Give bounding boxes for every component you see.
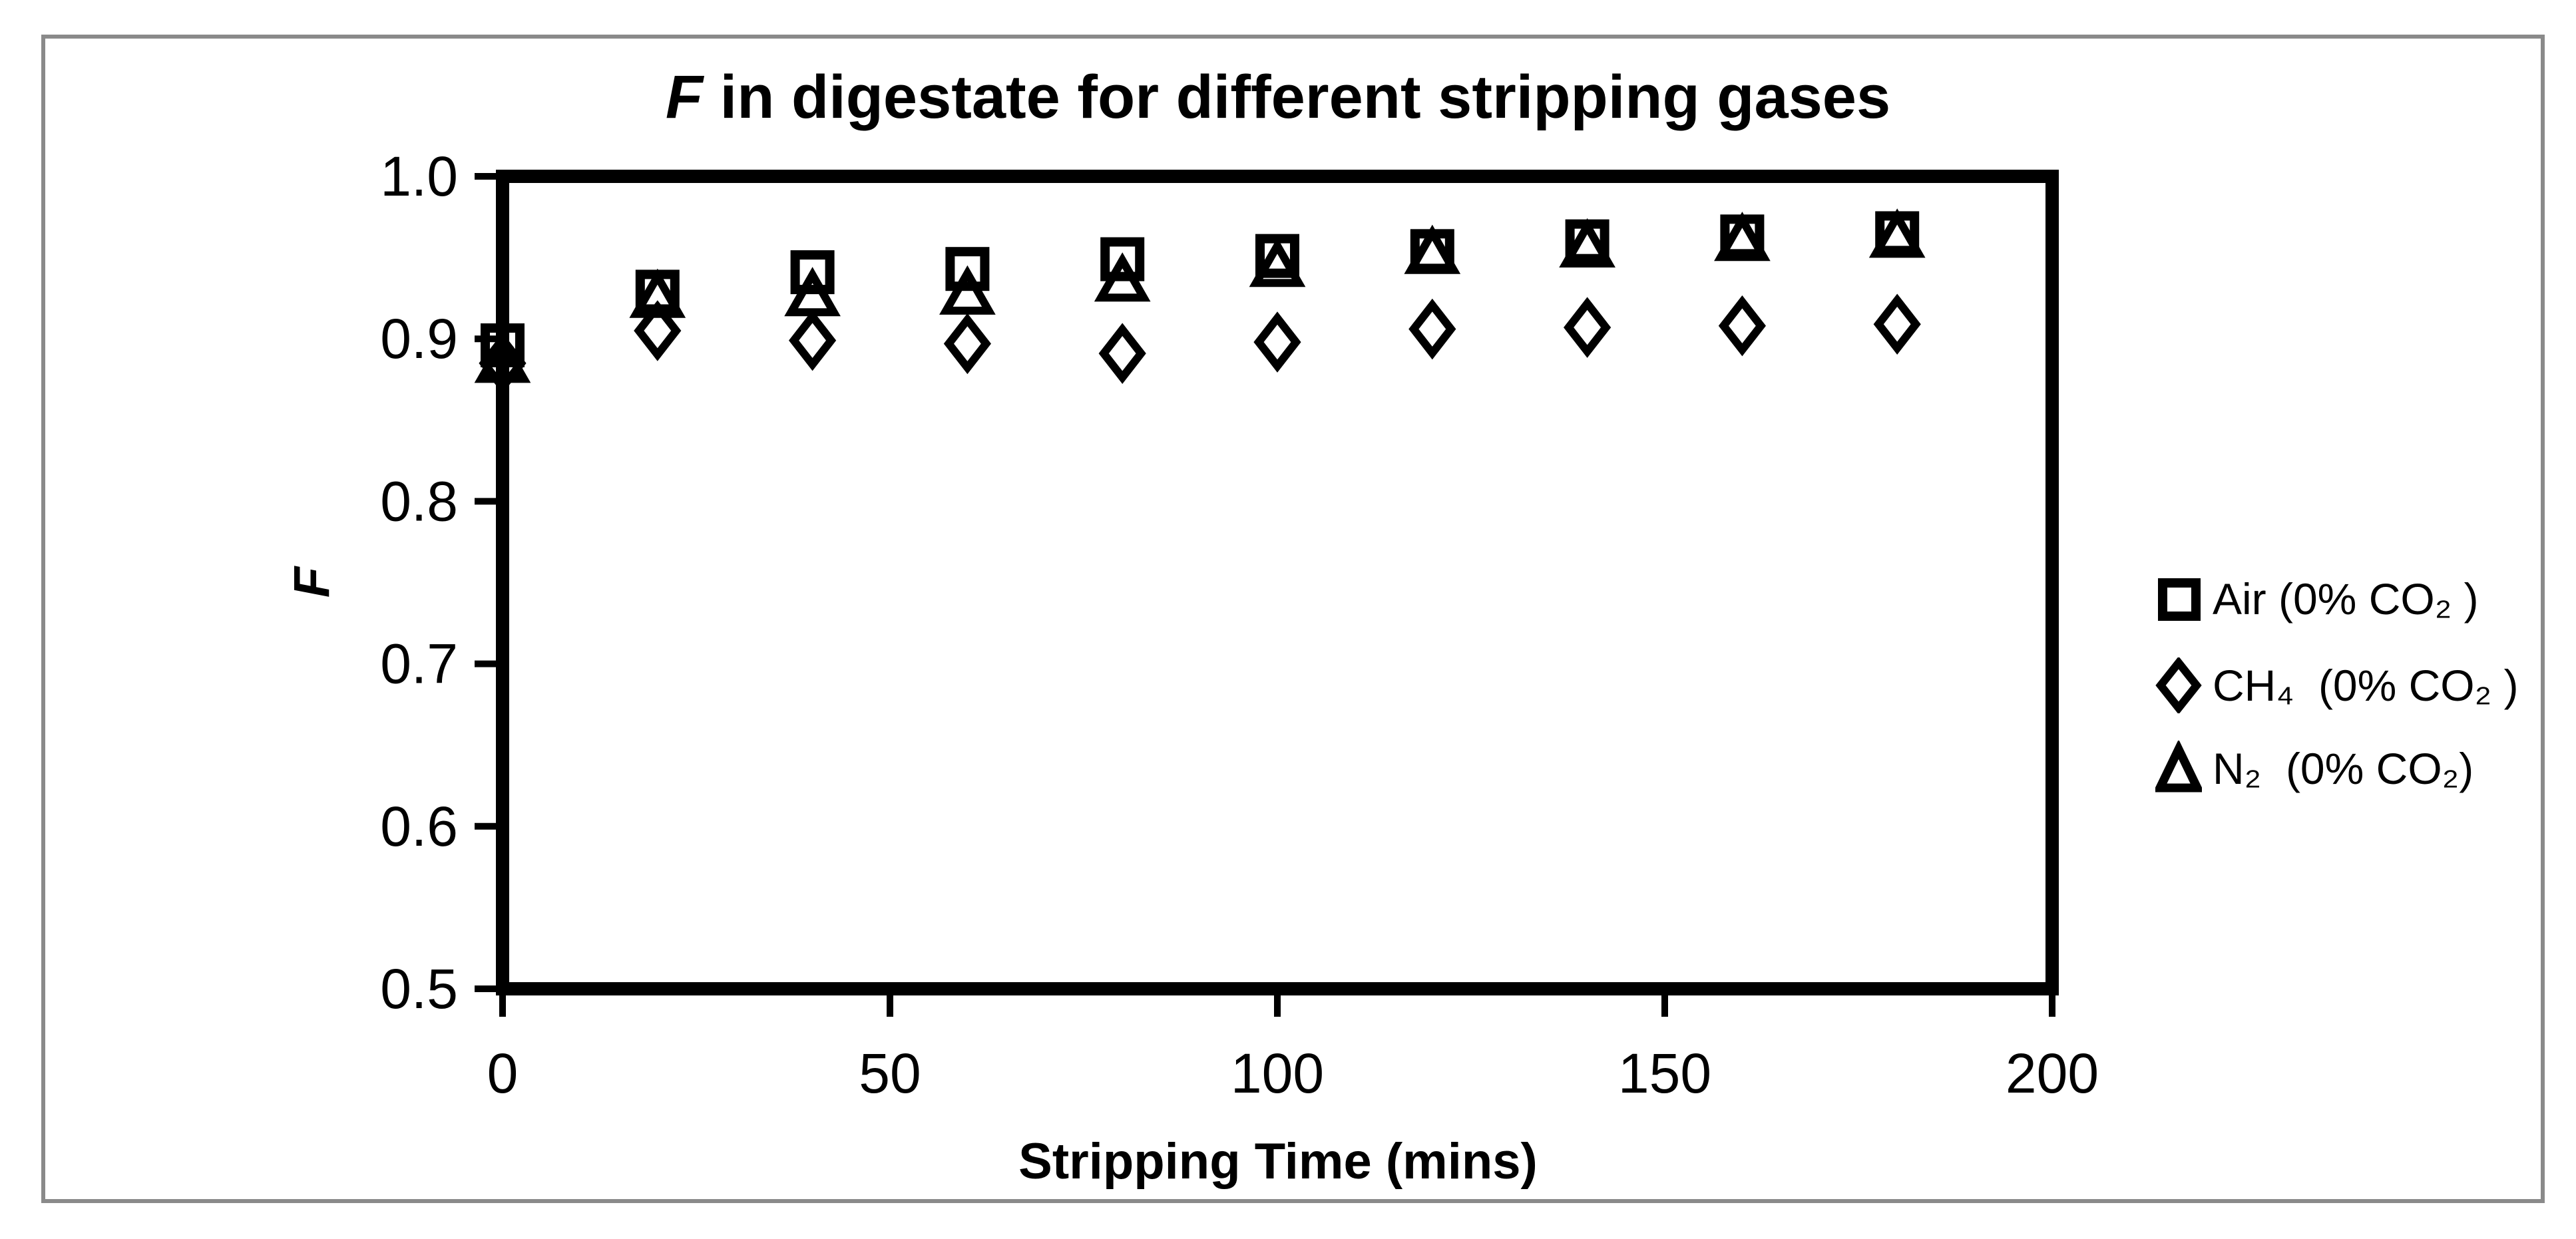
data-point-square bbox=[945, 247, 990, 291]
legend-item-ch4: CH₄ (0% CO₂ ) bbox=[2155, 657, 2519, 713]
y-tick-label: 0.8 bbox=[380, 470, 458, 532]
data-point-diamond bbox=[1408, 298, 1456, 360]
data-point-triangle bbox=[474, 333, 531, 383]
data-point-diamond bbox=[788, 309, 837, 371]
x-tick-label: 200 bbox=[2006, 1042, 2099, 1105]
data-point-diamond bbox=[1563, 297, 1611, 358]
y-tick-label: 0.9 bbox=[380, 307, 458, 370]
outer-frame-border bbox=[41, 35, 2545, 1203]
plot-area-border bbox=[496, 170, 2059, 995]
legend-item-label: Air (0% CO₂ ) bbox=[2213, 574, 2479, 623]
data-point-diamond bbox=[1098, 323, 1146, 384]
data-point-diamond bbox=[1873, 293, 1921, 355]
data-point-square bbox=[481, 323, 525, 367]
data-point-square bbox=[1100, 237, 1145, 281]
y-tick-label: 1.0 bbox=[380, 145, 458, 208]
legend-item-air: Air (0% CO₂ ) bbox=[2155, 571, 2479, 627]
data-markers-layer bbox=[474, 208, 1926, 394]
triangle-marker-icon bbox=[2155, 741, 2202, 793]
data-point-triangle bbox=[939, 265, 996, 315]
data-point-triangle bbox=[1714, 212, 1771, 262]
chart-title: F in digestate for different stripping g… bbox=[503, 65, 2053, 130]
y-tick-label: 0.7 bbox=[380, 633, 458, 695]
diamond-marker-icon bbox=[2155, 657, 2202, 713]
data-point-triangle bbox=[1868, 208, 1926, 258]
data-point-diamond bbox=[1253, 311, 1301, 373]
data-point-triangle bbox=[1404, 224, 1461, 274]
data-point-triangle bbox=[1249, 238, 1306, 287]
data-point-triangle bbox=[1559, 218, 1615, 268]
x-tick-label: 100 bbox=[1231, 1042, 1324, 1105]
x-tick-label: 0 bbox=[487, 1042, 519, 1105]
y-tick-label: 0.6 bbox=[380, 795, 458, 858]
data-point-triangle bbox=[1094, 252, 1151, 302]
y-tick-label: 0.5 bbox=[380, 958, 458, 1020]
data-point-diamond bbox=[1718, 295, 1767, 357]
x-tick-label: 150 bbox=[1618, 1042, 1711, 1105]
chart-title-italic-f: F bbox=[665, 63, 704, 131]
axis-ticks-layer: 1.0 0.9 0.8 0.7 0.6 0.5 0 50 100 150 200 bbox=[380, 145, 2099, 1105]
legend-item-label: CH₄ (0% CO₂ ) bbox=[2213, 661, 2519, 710]
legend-item-n2: N₂ (0% CO₂) bbox=[2155, 741, 2473, 796]
data-point-square bbox=[790, 250, 835, 295]
data-point-diamond bbox=[943, 313, 992, 375]
x-axis-title: Stripping Time (mins) bbox=[1018, 1133, 1538, 1190]
x-tick-label: 50 bbox=[859, 1042, 921, 1105]
legend-item-label: N₂ (0% CO₂) bbox=[2213, 744, 2474, 793]
data-point-triangle bbox=[629, 268, 686, 318]
square-marker-icon bbox=[2158, 578, 2201, 621]
data-point-diamond bbox=[479, 333, 527, 394]
chart-title-text: in digestate for different stripping gas… bbox=[703, 63, 1891, 131]
data-point-diamond bbox=[634, 300, 682, 361]
